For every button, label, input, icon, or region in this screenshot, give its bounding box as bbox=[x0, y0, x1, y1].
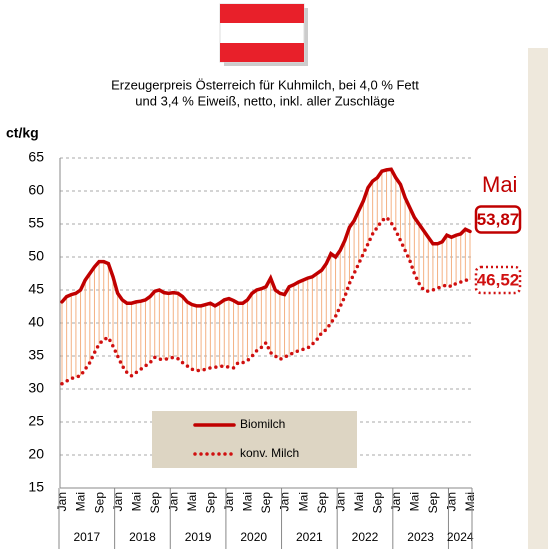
year-label: 2024 bbox=[447, 530, 474, 544]
end-label: 46,52 bbox=[477, 270, 520, 289]
x-tick-label: Jan bbox=[166, 492, 180, 511]
x-tick-label: Mai bbox=[352, 492, 366, 511]
y-tick-label: 20 bbox=[28, 446, 44, 462]
year-label: 2020 bbox=[240, 530, 267, 544]
y-tick-label: 15 bbox=[28, 479, 44, 495]
x-tick-label: Mai bbox=[241, 492, 255, 511]
y-tick-label: 50 bbox=[28, 248, 44, 264]
year-label: 2018 bbox=[129, 530, 156, 544]
x-tick-label: Jan bbox=[389, 492, 403, 511]
y-tick-label: 30 bbox=[28, 380, 44, 396]
x-tick-label: Mai bbox=[463, 492, 477, 511]
chart-title: Erzeugerpreis Österreich für Kuhmilch, b… bbox=[111, 77, 419, 92]
x-tick-label: Jan bbox=[333, 492, 347, 511]
x-tick-label: Mai bbox=[185, 492, 199, 511]
legend-box bbox=[152, 411, 357, 468]
x-tick-label: Sep bbox=[259, 492, 273, 514]
side-panel bbox=[528, 48, 548, 549]
end-label-box bbox=[474, 265, 522, 295]
x-tick-label: Sep bbox=[370, 492, 384, 514]
legend-label: konv. Milch bbox=[240, 446, 299, 460]
y-tick-label: 65 bbox=[28, 149, 44, 165]
y-tick-label: 55 bbox=[28, 215, 44, 231]
x-tick-label: Mai bbox=[74, 492, 88, 511]
x-tick-label: Sep bbox=[426, 492, 440, 514]
x-tick-label: Sep bbox=[204, 492, 218, 514]
series-line bbox=[60, 167, 472, 308]
y-tick-label: 35 bbox=[28, 347, 44, 363]
end-label: 53,87 bbox=[477, 210, 520, 229]
year-label: 2021 bbox=[296, 530, 323, 544]
y-tick-label: 60 bbox=[28, 182, 44, 198]
legend-label: Biomilch bbox=[240, 417, 285, 431]
end-label-box bbox=[474, 205, 522, 234]
x-tick-label: Jan bbox=[222, 492, 236, 511]
series-line bbox=[60, 215, 472, 386]
year-label: 2022 bbox=[352, 530, 379, 544]
x-tick-label: Sep bbox=[92, 492, 106, 514]
x-tick-label: Jan bbox=[111, 492, 125, 511]
x-tick-label: Sep bbox=[148, 492, 162, 514]
flag bbox=[219, 3, 308, 66]
x-tick-label: Sep bbox=[315, 492, 329, 514]
chart-title: und 3,4 % Eiweiß, netto, inkl. aller Zus… bbox=[135, 93, 394, 108]
y-tick-label: 40 bbox=[28, 314, 44, 330]
x-tick-label: Jan bbox=[278, 492, 292, 511]
y-axis-label: ct/kg bbox=[6, 125, 39, 141]
x-tick-label: Jan bbox=[55, 492, 69, 511]
year-label: 2019 bbox=[185, 530, 212, 544]
year-label: 2023 bbox=[407, 530, 434, 544]
y-tick-label: 25 bbox=[28, 413, 44, 429]
x-tick-label: Mai bbox=[129, 492, 143, 511]
x-tick-label: Jan bbox=[445, 492, 459, 511]
y-tick-label: 45 bbox=[28, 281, 44, 297]
annotation: Mai bbox=[482, 172, 517, 197]
x-tick-label: Mai bbox=[408, 492, 422, 511]
x-tick-label: Mai bbox=[296, 492, 310, 511]
year-label: 2017 bbox=[73, 530, 100, 544]
